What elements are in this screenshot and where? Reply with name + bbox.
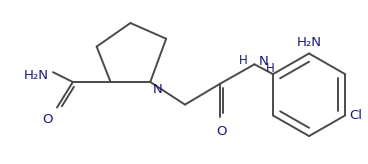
Text: H: H [239,54,248,67]
Text: N: N [258,55,268,68]
Text: H₂N: H₂N [297,36,322,49]
Text: O: O [42,113,52,126]
Text: O: O [216,125,227,138]
Text: H₂N: H₂N [24,69,49,82]
Text: Cl: Cl [349,109,362,122]
Text: N: N [153,83,163,96]
Text: H: H [265,62,274,75]
